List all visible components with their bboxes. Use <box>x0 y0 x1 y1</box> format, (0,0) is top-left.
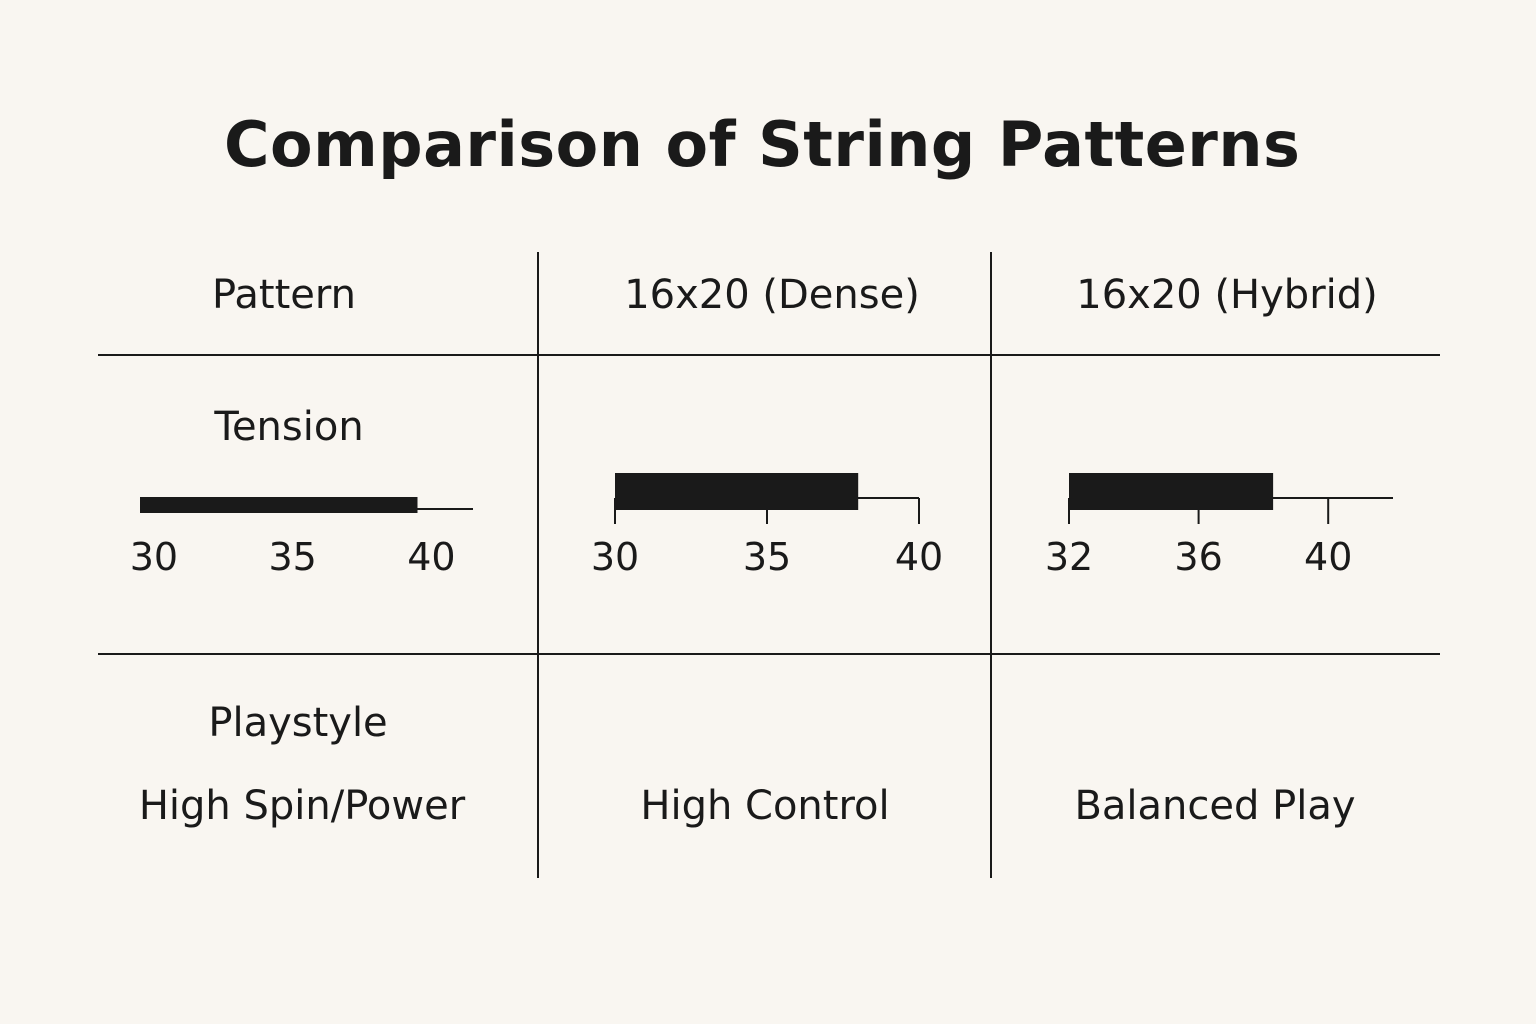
tension-tick-label-1-2: 35 <box>268 535 316 579</box>
playstyle-hybrid: Balanced Play <box>1074 783 1356 829</box>
header-dense: 16x20 (Dense) <box>624 272 920 318</box>
tension-tick-label-1-3: 40 <box>407 535 455 579</box>
page-title: Comparison of String Patterns <box>224 108 1301 181</box>
tension-bar-1 <box>140 497 418 513</box>
playstyle-label: Playstyle <box>208 700 388 746</box>
playstyle-dense: High Control <box>640 783 890 829</box>
tension-tick-label-2-3: 40 <box>895 535 943 579</box>
tension-tick-label-3-3: 40 <box>1304 535 1352 579</box>
tension-tick-label-2-1: 30 <box>591 535 639 579</box>
tension-tick-label-2-2: 35 <box>743 535 791 579</box>
tension-tick-label-3-2: 36 <box>1174 535 1222 579</box>
tension-bar-2 <box>615 473 859 510</box>
tension-tick-label-3-1: 32 <box>1045 535 1093 579</box>
column-divider-1 <box>537 252 539 878</box>
column-divider-2 <box>990 252 992 878</box>
tension-bar-3 <box>1069 473 1274 510</box>
row-divider-1 <box>98 354 1440 356</box>
tension-tick-label-1-1: 30 <box>130 535 178 579</box>
row-divider-2 <box>98 653 1440 655</box>
header-pattern: Pattern <box>212 272 356 318</box>
tension-label: Tension <box>214 404 364 450</box>
header-hybrid: 16x20 (Hybrid) <box>1076 272 1378 318</box>
playstyle-pattern: High Spin/Power <box>138 783 466 829</box>
